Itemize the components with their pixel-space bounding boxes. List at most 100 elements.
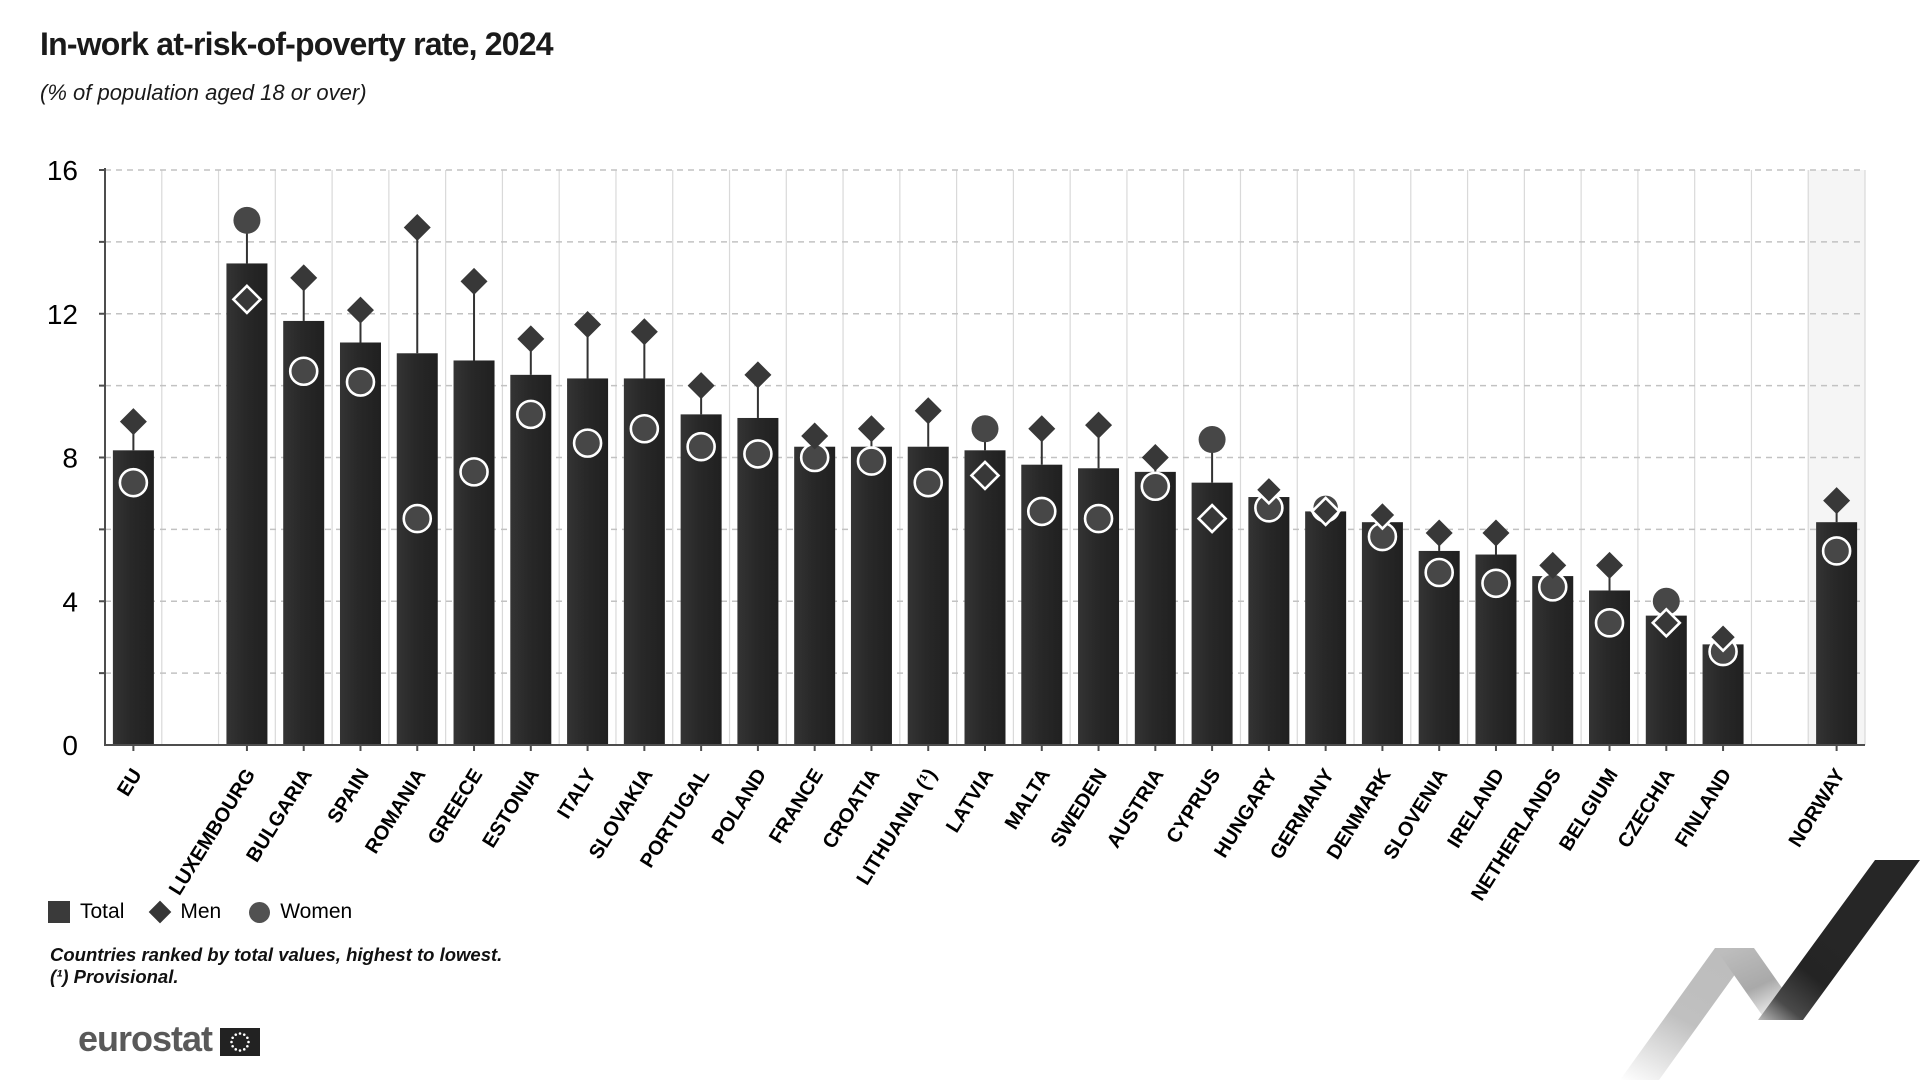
women-marker: [629, 413, 660, 444]
men-marker: [1028, 415, 1056, 443]
y-tick-label: 8: [62, 443, 78, 474]
country-label-sweden: SWEDEN: [1047, 765, 1112, 851]
women-marker: [856, 446, 887, 476]
women-marker: [516, 399, 546, 430]
men-marker: [460, 267, 488, 295]
women-marker: [1481, 568, 1511, 599]
bar-france: [794, 446, 836, 745]
women-marker: [1198, 426, 1226, 454]
bar-estonia: [510, 374, 552, 745]
men-marker: [1196, 503, 1228, 534]
women-marker: [402, 503, 433, 534]
country-label-france: FRANCE: [765, 765, 828, 847]
men-marker: [231, 284, 263, 315]
eurostat-logo: eurostat: [78, 1018, 261, 1060]
country-label-eu: EU: [113, 765, 146, 800]
women-marker: [1821, 536, 1852, 566]
women-legend-circle-icon: [249, 901, 271, 923]
men-marker: [687, 372, 715, 400]
eurostat-wordmark: eurostat: [78, 1018, 213, 1059]
country-label-austria: AUSTRIA: [1103, 765, 1169, 852]
women-marker: [1594, 608, 1625, 638]
men-marker: [1596, 551, 1624, 579]
women-marker: [1026, 496, 1057, 527]
y-tick-label: 4: [62, 586, 78, 617]
country-label-greece: GREECE: [424, 765, 487, 848]
women-marker: [686, 431, 716, 462]
y-tick-label: 0: [62, 730, 78, 761]
men-marker: [1539, 551, 1567, 579]
country-label-latvia: LATVIA: [942, 765, 998, 837]
footnote-ranking: Countries ranked by total values, highes…: [50, 944, 503, 965]
country-label-norway: NORWAY: [1785, 764, 1851, 851]
men-marker: [1707, 621, 1739, 653]
footnotes: Countries ranked by total values, highes…: [50, 944, 502, 988]
country-label-finland: FINLAND: [1671, 765, 1736, 851]
men-marker: [1482, 519, 1510, 547]
women-marker: [971, 415, 999, 443]
men-marker: [744, 361, 772, 389]
men-marker: [1823, 487, 1851, 515]
bar-bulgaria: [283, 320, 325, 745]
men-marker: [857, 415, 885, 443]
bar-denmark: [1361, 522, 1403, 745]
men-marker: [574, 311, 602, 339]
bar-hungary: [1248, 497, 1290, 745]
men-marker: [969, 460, 1001, 491]
total-legend-swatch: [48, 901, 70, 923]
men-marker: [403, 214, 431, 241]
men-marker: [346, 296, 374, 324]
women-marker: [743, 439, 773, 469]
bar-germany: [1305, 511, 1347, 745]
men-marker: [630, 318, 658, 346]
women-marker: [572, 428, 603, 458]
bar-poland: [737, 417, 779, 745]
men-marker: [119, 408, 147, 436]
y-tick-label: 16: [47, 155, 78, 186]
footnote-provisional: (¹) Provisional.: [50, 965, 179, 987]
country-label-estonia: ESTONIA: [478, 765, 544, 852]
women-marker: [459, 457, 489, 487]
men-marker: [1650, 607, 1682, 639]
men-marker: [290, 264, 318, 292]
country-label-cyprus: CYPRUS: [1163, 765, 1226, 847]
men-marker: [1253, 474, 1285, 506]
ribbon-arrow-graphic: [1620, 860, 1920, 1080]
bar-portugal: [680, 414, 722, 745]
eu-flag-icon: [220, 1028, 261, 1056]
women-legend-label: Women: [280, 900, 353, 923]
women-marker: [1424, 557, 1454, 588]
chart-legend: Total Men Women: [48, 900, 352, 924]
country-label-malta: MALTA: [1001, 765, 1055, 833]
country-label-luxembourg: LUXEMBOURG: [165, 765, 260, 899]
women-marker: [1083, 503, 1114, 534]
page-subtitle: (% of population aged 18 or over): [40, 80, 367, 105]
bar-romania: [396, 353, 438, 745]
women-marker: [913, 467, 944, 498]
y-tick-label: 12: [47, 299, 78, 330]
women-marker: [345, 367, 376, 397]
men-marker: [1310, 496, 1341, 527]
bar-luxembourg: [226, 263, 268, 745]
bar-croatia: [850, 446, 892, 745]
men-legend-diamond-icon: [149, 900, 172, 924]
men-marker: [517, 325, 545, 353]
women-marker: [288, 356, 319, 387]
bar-netherlands: [1532, 576, 1574, 745]
country-label-croatia: CROATIA: [819, 765, 885, 853]
men-marker: [1141, 444, 1169, 471]
country-label-belgium: BELGIUM: [1555, 765, 1623, 855]
country-label-czechia: CZECHIA: [1614, 765, 1680, 852]
country-label-poland: POLAND: [708, 765, 771, 848]
men-marker: [1085, 411, 1113, 439]
men-marker: [801, 422, 829, 450]
women-marker: [1140, 471, 1171, 502]
page-title: In-work at-risk-of-poverty rate, 2024: [40, 26, 554, 62]
bar-latvia: [964, 450, 1006, 745]
country-label-ireland: IRELAND: [1443, 765, 1509, 852]
bar-eu: [112, 450, 154, 745]
men-marker: [914, 397, 942, 425]
men-marker: [1425, 519, 1453, 547]
